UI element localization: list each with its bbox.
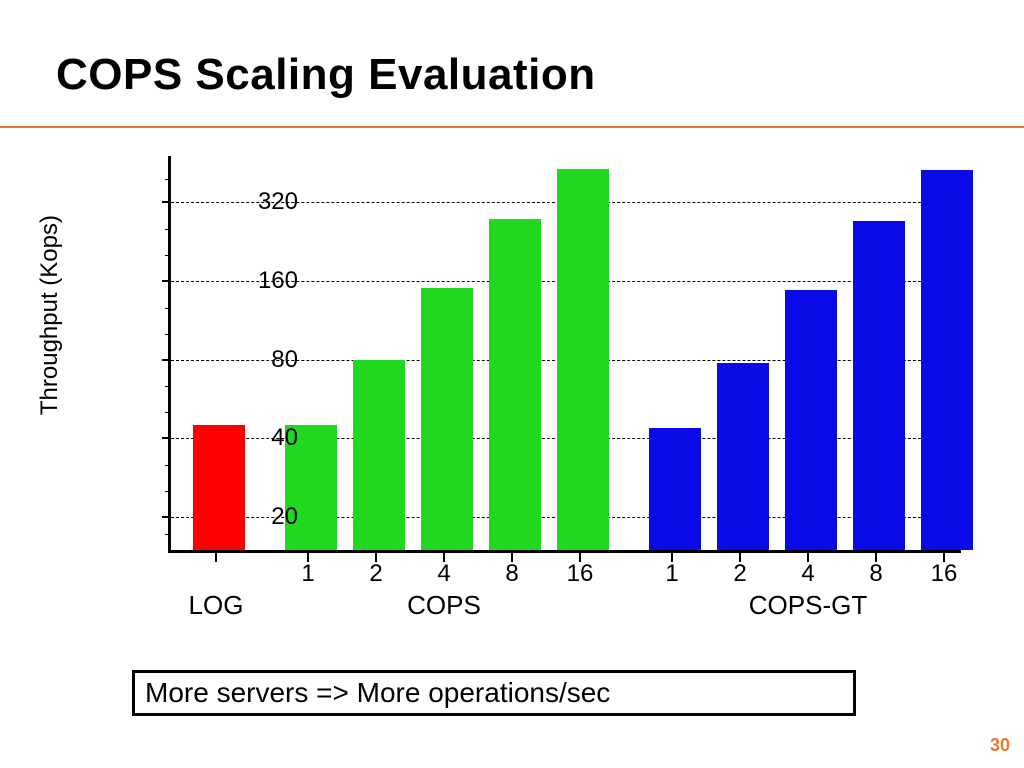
x-group-label: COPS-GT: [749, 590, 867, 621]
y-tick-label: 160: [238, 267, 298, 295]
slide-root: COPS Scaling Evaluation Throughput (Kops…: [0, 0, 1024, 768]
y-axis-label: Throughput (Kops): [36, 215, 64, 415]
page-number: 30: [990, 735, 1010, 756]
bar: [921, 170, 973, 550]
x-tick-label: 2: [733, 560, 746, 588]
x-tick-label: 4: [437, 560, 450, 588]
x-tick-label: 1: [301, 560, 314, 588]
x-tick-mark: [943, 553, 945, 562]
title-underline: [0, 126, 1024, 128]
bar: [785, 290, 837, 550]
x-tick-mark: [443, 553, 445, 562]
bar: [353, 360, 405, 550]
bar: [649, 428, 701, 550]
y-tick-label: 40: [238, 424, 298, 452]
x-tick-mark: [671, 553, 673, 562]
bar: [853, 221, 905, 550]
y-minor-tick: [165, 386, 171, 387]
y-minor-tick: [165, 308, 171, 309]
bar: [557, 169, 609, 550]
bar: [421, 288, 473, 550]
y-tick-mark: [162, 280, 171, 282]
y-minor-tick: [165, 255, 171, 256]
x-tick-label: 8: [869, 560, 882, 588]
y-minor-tick: [165, 491, 171, 492]
y-tick-mark: [162, 437, 171, 439]
y-minor-tick: [165, 179, 171, 180]
y-minor-tick: [165, 534, 171, 535]
x-tick-mark: [307, 553, 309, 562]
x-tick-label: 8: [505, 560, 518, 588]
x-tick-mark: [807, 553, 809, 562]
x-tick-mark: [511, 553, 513, 562]
x-tick-label: 16: [931, 560, 958, 588]
y-minor-tick: [165, 412, 171, 413]
y-tick-label: 20: [238, 503, 298, 531]
x-tick-label: 2: [369, 560, 382, 588]
bar: [717, 363, 769, 550]
y-minor-tick: [165, 229, 171, 230]
caption-text: More servers => More operations/sec: [145, 677, 610, 709]
y-tick-mark: [162, 359, 171, 361]
bar: [489, 219, 541, 550]
x-tick-mark: [739, 553, 741, 562]
y-tick-label: 320: [238, 188, 298, 216]
y-tick-label: 80: [238, 346, 298, 374]
x-tick-mark: [875, 553, 877, 562]
x-group-label: LOG: [189, 590, 244, 621]
x-tick-label: 16: [567, 560, 594, 588]
x-group-label: COPS: [407, 590, 481, 621]
y-tick-mark: [162, 201, 171, 203]
y-minor-tick: [165, 334, 171, 335]
y-minor-tick: [165, 465, 171, 466]
x-tick-label: 4: [801, 560, 814, 588]
x-tick-mark: [579, 553, 581, 562]
y-tick-mark: [162, 516, 171, 518]
x-tick-label: 1: [665, 560, 678, 588]
chart-container: Throughput (Kops) 204080160320 124816124…: [40, 150, 970, 630]
x-tick-mark: [215, 553, 217, 562]
x-tick-mark: [375, 553, 377, 562]
caption-box: More servers => More operations/sec: [132, 670, 856, 716]
slide-title: COPS Scaling Evaluation: [56, 50, 596, 100]
